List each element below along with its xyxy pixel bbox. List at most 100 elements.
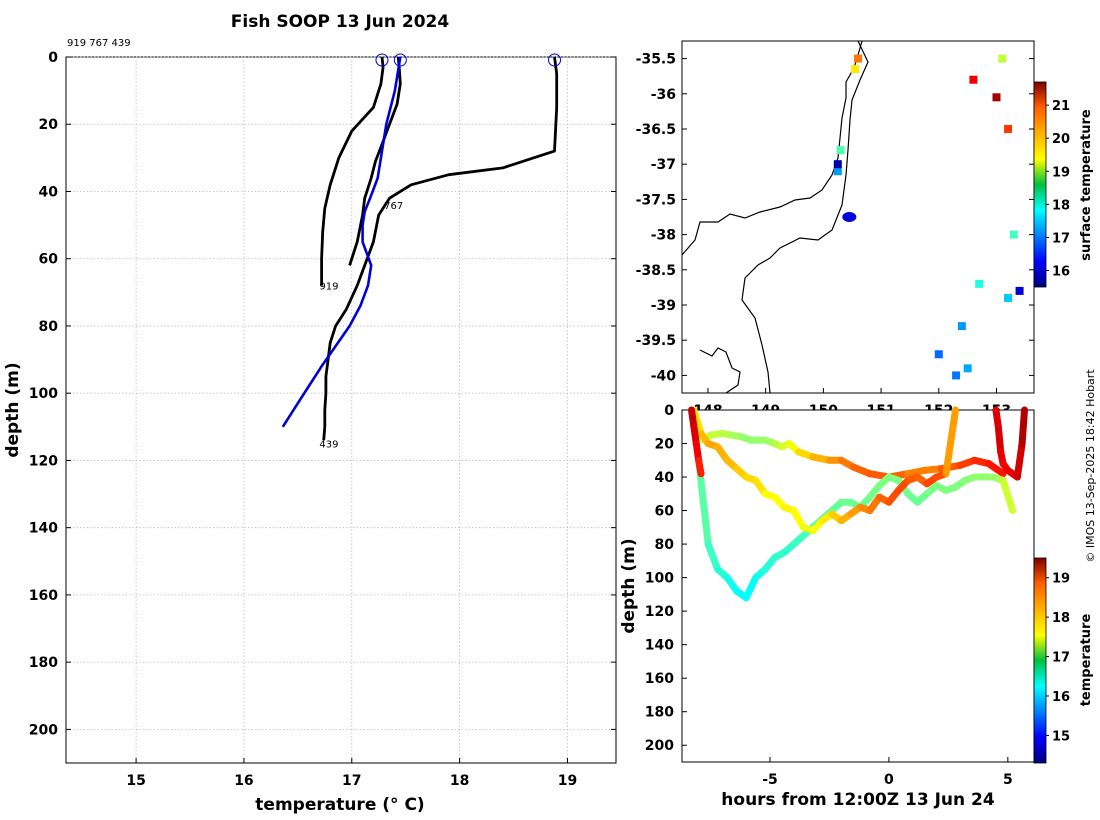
sst-colorbar-tick-label: 21 bbox=[1052, 99, 1070, 114]
sst-colorbar-tick-label: 19 bbox=[1052, 165, 1070, 180]
profile-ytick-label: 60 bbox=[39, 252, 59, 268]
profile-series-line bbox=[322, 56, 559, 441]
depth-time-ytick-label: 60 bbox=[655, 504, 675, 520]
profile-series-line bbox=[348, 56, 402, 266]
depth-time-xtick-label: 0 bbox=[884, 772, 894, 788]
temperature-colorbar-tick-label: 19 bbox=[1052, 572, 1070, 587]
profile-xtick-label: 18 bbox=[450, 773, 469, 789]
profile-ytick-label: 100 bbox=[29, 386, 58, 402]
depth-time-segment bbox=[742, 574, 760, 602]
depth-time-ytick-label: 200 bbox=[645, 738, 674, 754]
map-ytick-label: -37 bbox=[651, 157, 676, 173]
profile-series-line bbox=[281, 56, 402, 428]
depth-time-ytick-label: 160 bbox=[645, 671, 674, 687]
profile-ids-label: 919 767 439 bbox=[67, 38, 131, 49]
profile-ytick-label: 160 bbox=[29, 588, 58, 604]
depth-time-ytick-label: 80 bbox=[655, 537, 675, 553]
profile-surface-markers bbox=[375, 53, 562, 67]
profile-annotations: 919 767 439 bbox=[319, 201, 403, 451]
profile-xtick-label: 17 bbox=[342, 773, 361, 789]
map-sst-pixel bbox=[952, 371, 961, 380]
depth-time-ytick-label: 120 bbox=[645, 604, 674, 620]
map-sst-pixel bbox=[998, 54, 1007, 63]
profile-xticks: 15 16 17 18 19 bbox=[126, 773, 577, 789]
profile-xtick-label: 15 bbox=[126, 773, 145, 789]
map-sst-pixel bbox=[836, 146, 845, 155]
temperature-colorbar-tick-label: 15 bbox=[1052, 729, 1070, 744]
profile-xlabel: temperature (° C) bbox=[255, 795, 424, 815]
sst-map-panel: -35.5 -36 -36.5 -37 -37.5 -38 -38.5 -39 -39.5 -40… bbox=[636, 40, 1094, 419]
map-ytick-label: -38.5 bbox=[636, 263, 676, 279]
depth-time-segment bbox=[994, 423, 1005, 456]
depth-time-segment bbox=[1018, 406, 1028, 448]
depth-time-panel: 0 20 40 60 80 100 120 140 160 180 200 -5 0 5 hours f… bbox=[619, 403, 1094, 810]
temperature-colorbar-tick-label: 18 bbox=[1052, 611, 1070, 626]
map-sst-pixel bbox=[851, 65, 860, 74]
temperature-colorbar-tick-label: 17 bbox=[1052, 651, 1070, 666]
map-sst-patches bbox=[833, 54, 1024, 380]
map-sst-pixel bbox=[854, 54, 862, 63]
profile-ytick-label: 0 bbox=[48, 50, 58, 66]
depth-time-xlabel: hours from 12:00Z 13 Jun 24 bbox=[721, 790, 995, 810]
map-sst-pixel bbox=[963, 364, 972, 373]
depth-time-ytick-label: 40 bbox=[655, 470, 675, 486]
profile-ytick-label: 200 bbox=[29, 722, 58, 738]
map-sst-pixel bbox=[992, 93, 1001, 102]
profile-surface-marker bbox=[375, 53, 389, 67]
depth-time-ylabel: depth (m) bbox=[619, 538, 639, 633]
depth-time-ytick-label: 20 bbox=[655, 437, 675, 453]
map-sst-pixel bbox=[833, 167, 842, 176]
map-ytick-label: -40 bbox=[651, 368, 677, 384]
map-sst-pixel bbox=[957, 322, 966, 331]
profile-axes-frame bbox=[65, 56, 617, 764]
map-coastline bbox=[681, 40, 863, 256]
map-sst-pixel bbox=[975, 279, 984, 288]
map-ytick-label: -39.5 bbox=[636, 333, 676, 349]
map-sst-pixel bbox=[934, 350, 943, 359]
map-ship-track bbox=[842, 212, 857, 222]
figure-title: Fish SOOP 13 Jun 2024 bbox=[231, 12, 450, 32]
depth-time-ytick-label: 0 bbox=[664, 403, 674, 419]
profile-ytick-label: 120 bbox=[29, 453, 58, 469]
profile-xtick-label: 16 bbox=[234, 773, 253, 789]
profile-ytick-label: 80 bbox=[39, 319, 59, 335]
map-axes-frame bbox=[681, 40, 1035, 394]
depth-time-ytick-label: 100 bbox=[645, 571, 674, 587]
sst-colorbar-tick-label: 16 bbox=[1052, 264, 1070, 279]
map-sst-pixel bbox=[1004, 293, 1013, 302]
map-coastline-south bbox=[699, 347, 741, 394]
profile-ytick-label: 140 bbox=[29, 521, 58, 537]
depth-time-xticks: -5 0 5 bbox=[762, 757, 1013, 788]
profile-annotation: 919 bbox=[319, 282, 338, 293]
map-ship-position bbox=[842, 212, 857, 222]
profile-annotation: 767 bbox=[384, 201, 403, 212]
sst-colorbar bbox=[1033, 81, 1047, 288]
sst-colorbar-ticks: 16 17 18 19 20 21 bbox=[1046, 99, 1070, 279]
temperature-colorbar-label: temperature bbox=[1079, 614, 1094, 707]
depth-time-xtick-label: -5 bbox=[762, 772, 778, 788]
temperature-colorbar bbox=[1033, 557, 1047, 764]
depth-time-segment bbox=[942, 406, 960, 478]
temperature-colorbar-tick-label: 16 bbox=[1052, 690, 1070, 705]
sst-colorbar-tick-label: 18 bbox=[1052, 198, 1070, 213]
profile-surface-marker bbox=[548, 53, 562, 67]
depth-time-yticks: 0 20 40 60 80 100 120 140 160 180 200 bbox=[645, 403, 687, 754]
map-ytick-label: -39 bbox=[651, 298, 676, 314]
map-ytick-label: -37.5 bbox=[636, 192, 676, 208]
map-ytick-label: -36 bbox=[651, 87, 676, 103]
map-sst-pixel bbox=[833, 160, 842, 169]
temperature-colorbar-ticks: 15 16 17 18 19 bbox=[1046, 572, 1070, 744]
profile-grid bbox=[66, 56, 616, 763]
profile-yticks: 0 20 40 60 80 100 120 140 160 180 200 bbox=[29, 50, 58, 738]
map-sst-pixel bbox=[1009, 230, 1018, 239]
depth-time-segment bbox=[704, 540, 722, 573]
profile-surface-marker bbox=[393, 53, 407, 67]
map-ytick-label: -36.5 bbox=[636, 122, 676, 138]
profile-ylabel: depth (m) bbox=[3, 362, 23, 457]
depth-time-segment bbox=[999, 476, 1017, 515]
profile-series-line bbox=[320, 56, 385, 286]
depth-time-xtick-label: 5 bbox=[1003, 772, 1013, 788]
map-ytick-label: -38 bbox=[651, 228, 676, 244]
profile-ytick-label: 40 bbox=[39, 184, 59, 200]
